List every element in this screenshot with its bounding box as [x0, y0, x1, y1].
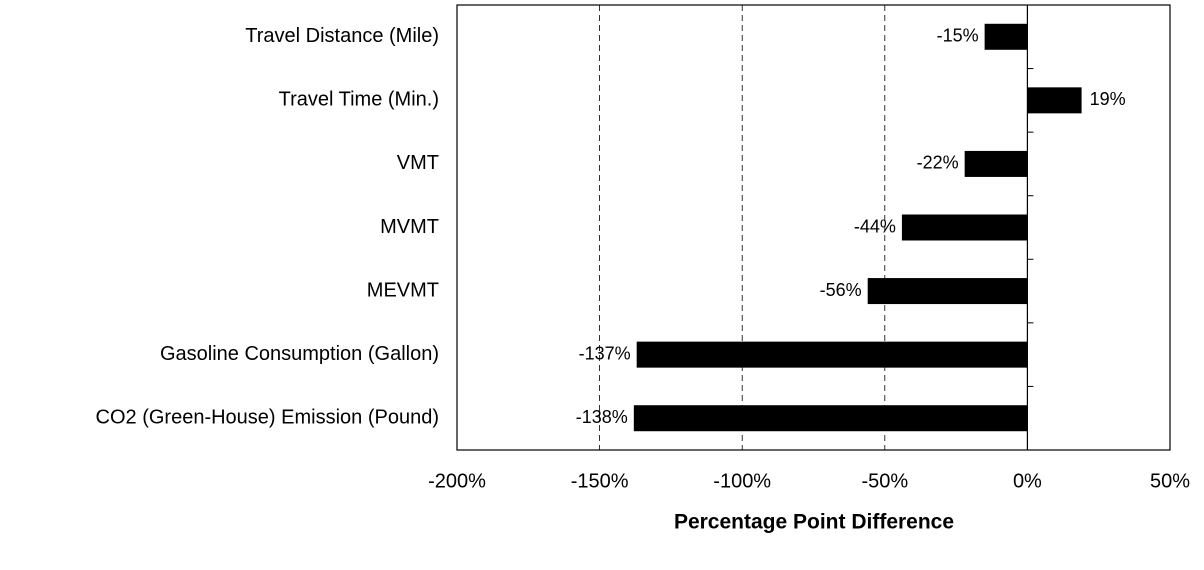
y-tick-label: Gasoline Consumption (Gallon): [160, 343, 439, 365]
x-axis-label: Percentage Point Difference: [674, 511, 954, 534]
x-tick-label: 0%: [1013, 470, 1042, 492]
bar: [964, 150, 1028, 177]
y-tick-label: Travel Distance (Mile): [245, 25, 439, 47]
bar: [901, 214, 1028, 241]
bar: [1027, 87, 1082, 114]
y-tick-label: Travel Time (Min.): [279, 89, 439, 111]
value-label: -138%: [576, 407, 628, 427]
value-label: -56%: [820, 280, 862, 300]
plot-frame: [456, 4, 1171, 451]
x-tick-label: -100%: [713, 470, 771, 492]
y-tick-label: CO2 (Green-House) Emission (Pound): [96, 406, 439, 428]
x-tick-label: -50%: [861, 470, 908, 492]
y-tick-label: MVMT: [380, 216, 439, 238]
value-label: 19%: [1090, 89, 1126, 109]
value-label: -15%: [937, 26, 979, 46]
y-tick-label: VMT: [397, 152, 439, 174]
value-label: -22%: [917, 153, 959, 173]
bar: [633, 405, 1028, 432]
bar: [984, 23, 1028, 50]
value-label: -44%: [854, 216, 896, 236]
x-tick-label: -150%: [571, 470, 629, 492]
y-tick-label: MEVMT: [367, 279, 439, 301]
value-label: -137%: [579, 343, 631, 363]
bar: [867, 278, 1028, 305]
x-tick-label: 50%: [1150, 470, 1190, 492]
bar: [636, 341, 1028, 368]
x-tick-label: -200%: [428, 470, 486, 492]
